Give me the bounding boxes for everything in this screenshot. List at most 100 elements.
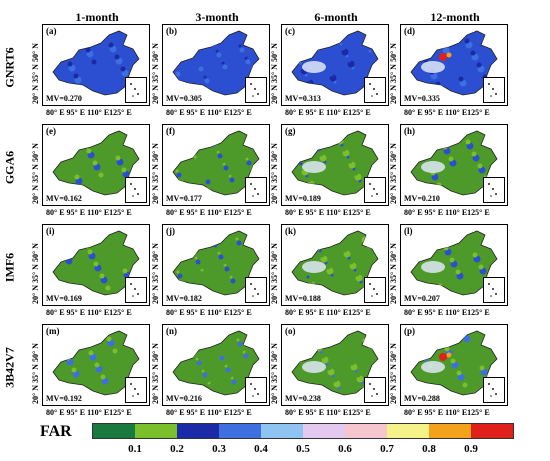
colorbar-tick-label: 0.9 (464, 443, 478, 455)
south-china-sea-inset (125, 277, 147, 303)
map-panel: (k) MV=0.188 (281, 224, 389, 306)
latitude-ticks: 20° N 35° N 50° N (389, 343, 398, 404)
colorbar-swatch (177, 424, 219, 438)
south-china-sea-inset (245, 377, 267, 403)
latitude-ticks: 20° N 35° N 50° N (270, 143, 279, 204)
latitude-ticks: 20° N 35° N 50° N (151, 143, 160, 204)
panel-id-label: (k) (285, 226, 296, 236)
panel-id-label: (j) (166, 226, 175, 236)
map-panel: (e) MV=0.162 (42, 124, 150, 206)
colorbar-swatch (387, 424, 429, 438)
mean-value-label: MV=0.207 (404, 294, 440, 303)
map-panel: (m) MV=0.192 (42, 324, 150, 406)
colorbar-tick-label: 0.5 (296, 443, 310, 455)
column-title-1-month: 1-month (75, 10, 119, 24)
latitude-ticks: 20° N 35° N 50° N (31, 43, 40, 104)
colorbar-swatch (261, 424, 303, 438)
south-china-sea-inset (364, 177, 386, 203)
row-label-imf6: IMF6 (2, 252, 17, 283)
colorbar-tick-label: 0.1 (128, 443, 142, 455)
colorbar-swatch (345, 424, 387, 438)
south-china-sea-inset (245, 77, 267, 103)
mean-value-label: MV=0.189 (285, 194, 321, 203)
longitude-ticks: 80° E 95° E 110° E125° E (285, 208, 371, 217)
longitude-ticks: 80° E 95° E 110° E125° E (285, 408, 371, 417)
map-panel: (j) MV=0.182 (162, 224, 270, 306)
south-china-sea-inset (364, 77, 386, 103)
map-panel: (b) MV=0.305 (162, 24, 270, 106)
mean-value-label: MV=0.192 (46, 394, 82, 403)
south-china-sea-inset (364, 277, 386, 303)
south-china-sea-inset (483, 77, 505, 103)
latitude-ticks: 20° N 35° N 50° N (151, 243, 160, 304)
mean-value-label: MV=0.182 (166, 294, 202, 303)
mean-value-label: MV=0.177 (166, 194, 202, 203)
colorbar (92, 423, 514, 439)
longitude-ticks: 80° E 95° E 110° E125° E (46, 108, 132, 117)
colorbar-tick-label: 0.2 (170, 443, 184, 455)
colorbar-tick-label: 0.4 (254, 443, 268, 455)
longitude-ticks: 80° E 95° E 110° E125° E (404, 308, 490, 317)
south-china-sea-inset (483, 177, 505, 203)
panel-id-label: (a) (46, 26, 57, 36)
map-panel: (f) MV=0.177 (162, 124, 270, 206)
panel-id-label: (n) (166, 326, 177, 336)
latitude-ticks: 20° N 35° N 50° N (151, 343, 160, 404)
latitude-ticks: 20° N 35° N 50° N (389, 143, 398, 204)
panel-id-label: (m) (46, 326, 60, 336)
map-panel: (d) MV=0.335 (400, 24, 508, 106)
panel-id-label: (f) (166, 126, 175, 136)
map-panel: (h) MV=0.210 (400, 124, 508, 206)
map-panel: (g) MV=0.189 (281, 124, 389, 206)
row-label-gnrt6: GNRT6 (2, 47, 17, 88)
column-title-3-month: 3-month (195, 10, 239, 24)
panel-id-label: (i) (46, 226, 55, 236)
row-label-gga6: GGA6 (2, 150, 17, 185)
column-title-6-month: 6-month (314, 10, 358, 24)
row-label-3b42v7: 3B42V7 (2, 347, 17, 388)
colorbar-tick-label: 0.3 (212, 443, 226, 455)
latitude-ticks: 20° N 35° N 50° N (270, 43, 279, 104)
mean-value-label: MV=0.305 (166, 94, 202, 103)
panel-id-label: (g) (285, 126, 296, 136)
latitude-ticks: 20° N 35° N 50° N (31, 143, 40, 204)
mean-value-label: MV=0.210 (404, 194, 440, 203)
colorbar-swatch (135, 424, 177, 438)
longitude-ticks: 80° E 95° E 110° E125° E (404, 208, 490, 217)
panel-id-label: (e) (46, 126, 56, 136)
longitude-ticks: 80° E 95° E 110° E125° E (166, 408, 252, 417)
longitude-ticks: 80° E 95° E 110° E125° E (46, 308, 132, 317)
latitude-ticks: 20° N 35° N 50° N (151, 43, 160, 104)
mean-value-label: MV=0.169 (46, 294, 82, 303)
panel-id-label: (c) (285, 26, 295, 36)
mean-value-label: MV=0.313 (285, 94, 321, 103)
longitude-ticks: 80° E 95° E 110° E125° E (166, 308, 252, 317)
latitude-ticks: 20° N 35° N 50° N (270, 343, 279, 404)
south-china-sea-inset (245, 177, 267, 203)
colorbar-tick-label: 0.6 (338, 443, 352, 455)
map-panel: (o) MV=0.238 (281, 324, 389, 406)
south-china-sea-inset (483, 377, 505, 403)
mean-value-label: MV=0.335 (404, 94, 440, 103)
south-china-sea-inset (125, 77, 147, 103)
mean-value-label: MV=0.238 (285, 394, 321, 403)
latitude-ticks: 20° N 35° N 50° N (389, 43, 398, 104)
map-panel: (c) MV=0.313 (281, 24, 389, 106)
south-china-sea-inset (245, 277, 267, 303)
south-china-sea-inset (483, 277, 505, 303)
map-panel: (l) MV=0.207 (400, 224, 508, 306)
latitude-ticks: 20° N 35° N 50° N (389, 243, 398, 304)
mean-value-label: MV=0.288 (404, 394, 440, 403)
longitude-ticks: 80° E 95° E 110° E125° E (46, 408, 132, 417)
map-panel: (p) MV=0.288 (400, 324, 508, 406)
colorbar-tick-label: 0.8 (422, 443, 436, 455)
south-china-sea-inset (125, 177, 147, 203)
mean-value-label: MV=0.162 (46, 194, 82, 203)
colorbar-swatch (303, 424, 345, 438)
colorbar-swatch (93, 424, 135, 438)
column-title-12-month: 12-month (430, 10, 480, 24)
longitude-ticks: 80° E 95° E 110° E125° E (46, 208, 132, 217)
colorbar-swatch (471, 424, 513, 438)
map-panel: (i) MV=0.169 (42, 224, 150, 306)
longitude-ticks: 80° E 95° E 110° E125° E (166, 108, 252, 117)
